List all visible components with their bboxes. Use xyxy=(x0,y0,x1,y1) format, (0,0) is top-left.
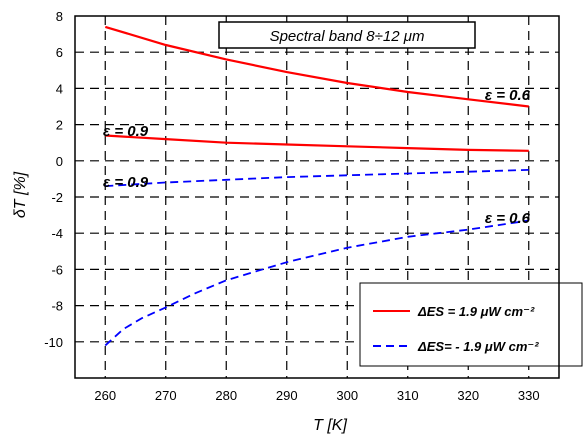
y-tick-label: 0 xyxy=(56,154,63,169)
title-box xyxy=(218,21,476,49)
legend-label-positive: ΔES = 1.9 μW cm⁻² xyxy=(417,304,535,319)
y-axis-label: δT [%] xyxy=(12,171,29,218)
y-tick-label: -8 xyxy=(51,299,63,314)
series-label-2: ε = 0.9 xyxy=(103,174,149,191)
x-tick-label: 260 xyxy=(94,388,116,403)
y-tick-label: 2 xyxy=(56,118,63,133)
x-tick-label: 280 xyxy=(215,388,237,403)
series-line-0 xyxy=(104,25,529,108)
y-tick-label: -4 xyxy=(51,226,63,241)
x-axis-label: T [K] xyxy=(313,417,347,434)
x-tick-label: 330 xyxy=(518,388,540,403)
series-line-3 xyxy=(104,219,529,347)
series-group xyxy=(104,25,529,347)
series-label-3: ε = 0.6 xyxy=(485,210,531,227)
x-tick-label: 300 xyxy=(336,388,358,403)
series-label-group: ε = 0.6 ε = 0.9 ε = 0.9 ε = 0.6 xyxy=(103,87,531,227)
plot-frame xyxy=(74,15,560,379)
legend: ΔES = 1.9 μW cm⁻² ΔES= - 1.9 μW cm⁻² xyxy=(359,282,583,367)
chart-title: Spectral band 8÷12 μm xyxy=(270,28,425,45)
y-tick-label: 8 xyxy=(56,9,63,24)
legend-box xyxy=(359,282,583,367)
x-tick-label: 310 xyxy=(397,388,419,403)
grid xyxy=(75,16,559,378)
y-tick-label: -2 xyxy=(51,190,63,205)
x-tick-label: 290 xyxy=(276,388,298,403)
y-tick-label: -10 xyxy=(44,335,63,350)
series-line-2 xyxy=(105,169,529,187)
y-tick-label: -6 xyxy=(51,262,63,277)
series-label-1: ε = 0.9 xyxy=(103,123,149,140)
y-tick-label: 6 xyxy=(56,45,63,60)
series-line-1 xyxy=(105,134,529,152)
x-tick-label: 270 xyxy=(155,388,177,403)
series-label-0: ε = 0.6 xyxy=(485,87,531,104)
tick-label-group: 260 270 280 290 300 310 320 330 -10 -8 -6 -4 -2 0 2 4 6 8 xyxy=(44,9,539,403)
legend-label-negative: ΔES= - 1.9 μW cm⁻² xyxy=(417,339,539,354)
x-tick-label: 320 xyxy=(457,388,479,403)
y-tick-label: 4 xyxy=(56,81,63,96)
